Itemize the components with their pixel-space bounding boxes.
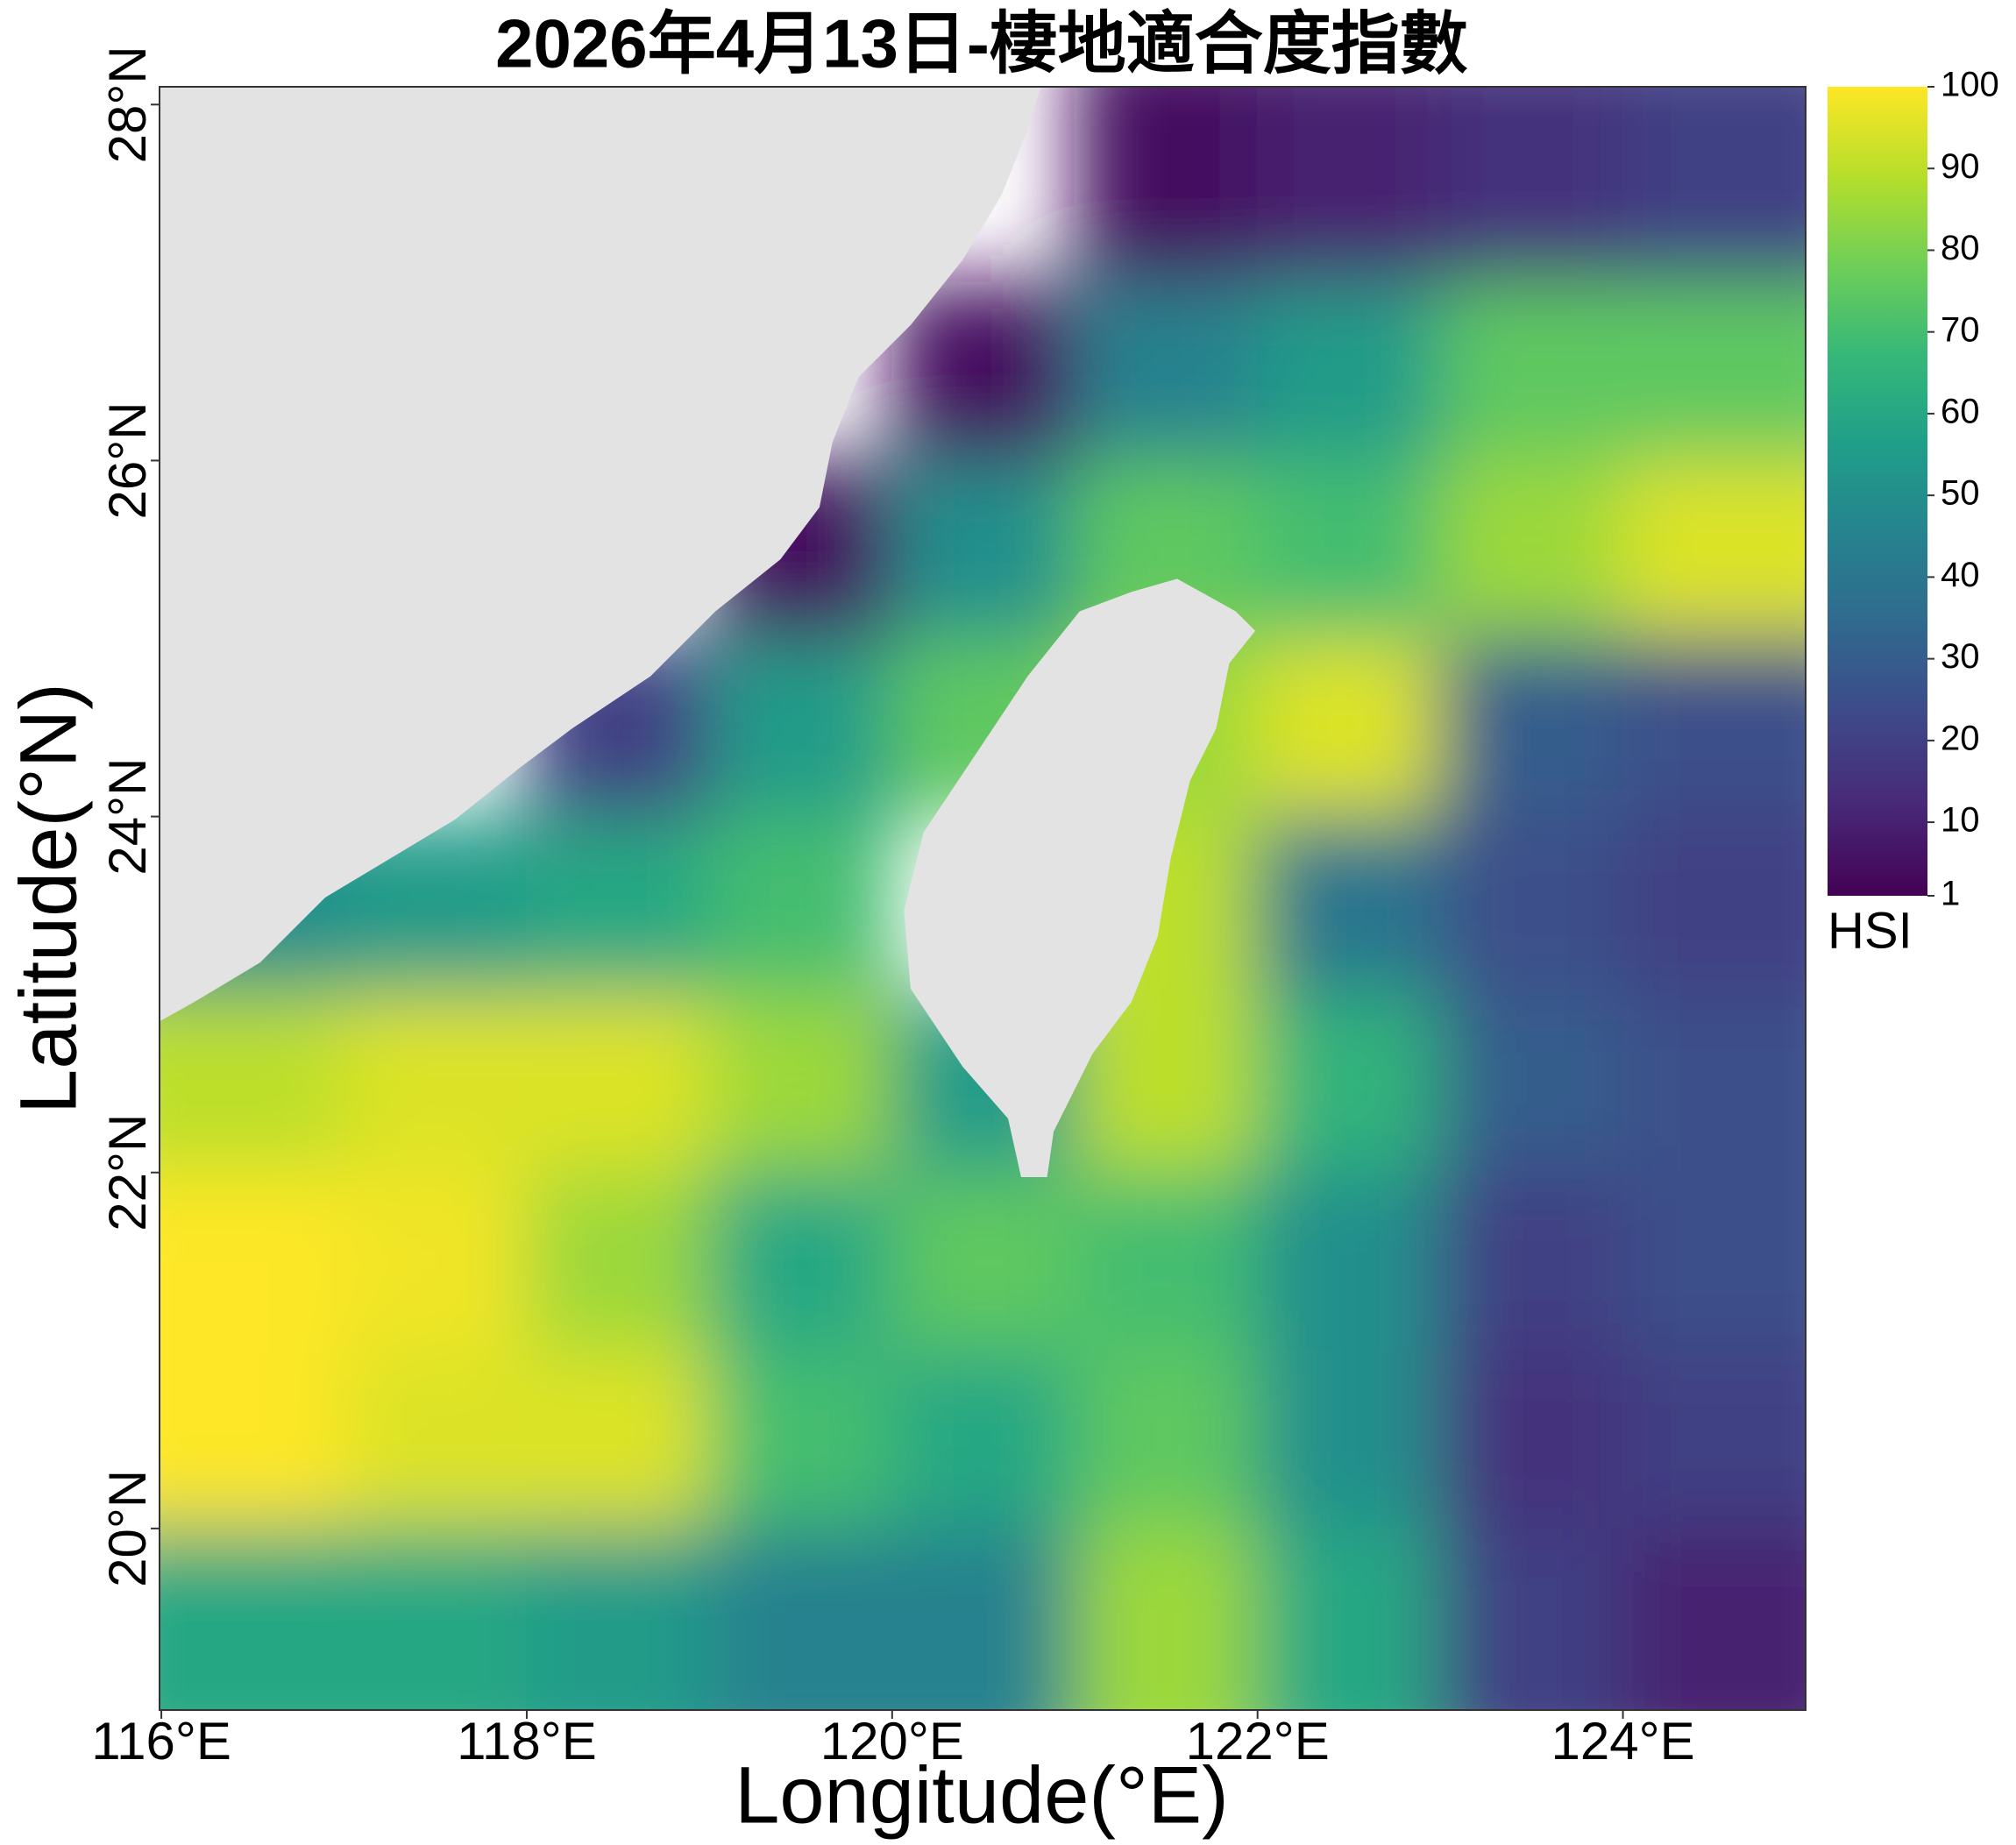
hsi-cell: [1439, 87, 1624, 284]
hsi-cell: [1256, 815, 1442, 996]
land: [160, 87, 1256, 1178]
hsi-cell: [1256, 637, 1442, 818]
hsi-cell: [525, 1527, 711, 1710]
taiwan: [904, 578, 1256, 1178]
hsi-cell: [1439, 1527, 1624, 1710]
china-coast: [160, 87, 1041, 1021]
hsi-cell: [1622, 281, 1806, 462]
hsi-cell: [525, 1171, 711, 1352]
colorbar-tick-label: 80: [1941, 229, 1980, 267]
hsi-cell: [1256, 281, 1442, 462]
hsi-cell: [1622, 1527, 1806, 1710]
x-tick-label: 118°E: [457, 1712, 597, 1770]
hsi-cell: [891, 1171, 1076, 1352]
hsi-cell: [891, 459, 1076, 640]
hsi-cell: [1256, 87, 1442, 284]
hsi-cell: [1439, 815, 1624, 996]
hsi-cell: [708, 993, 893, 1174]
hsi-cell: [160, 1349, 345, 1529]
hsi-cell: [1622, 993, 1806, 1174]
hsi-cell: [1256, 459, 1442, 640]
hsi-cell: [1256, 993, 1442, 1174]
chart-title: 2026年4月13日-棲地適合度指數: [495, 5, 1468, 82]
hsi-cell: [1256, 1171, 1442, 1352]
y-axis-label: Latitude(°N): [4, 683, 93, 1114]
y-tick-label: 26°N: [98, 401, 157, 519]
colorbar-tick-label: 30: [1941, 637, 1980, 676]
hsi-cell: [1622, 1349, 1806, 1529]
hsi-cell: [1439, 459, 1624, 640]
plot-frame: [159, 86, 1807, 1711]
hsi-cell: [343, 993, 528, 1174]
colorbar-tick-label: 100: [1941, 66, 1999, 104]
hsi-cell: [1074, 87, 1259, 284]
heat-layer: [160, 87, 1806, 1710]
colorbar-tick-label: 60: [1941, 392, 1980, 430]
y-tick-label: 20°N: [98, 1470, 157, 1587]
hsi-cell: [708, 1349, 893, 1529]
hsi-cell: [1622, 87, 1806, 284]
hsi-cell: [708, 815, 893, 996]
hsi-cell: [1074, 281, 1259, 462]
hsi-cell: [891, 1527, 1076, 1710]
hsi-cell: [1622, 637, 1806, 818]
hsi-cell: [1439, 993, 1624, 1174]
hsi-cell: [343, 1171, 528, 1352]
x-tick-label: 116°E: [91, 1712, 231, 1770]
hsi-cell: [1622, 815, 1806, 996]
hsi-cell: [525, 1349, 711, 1529]
colorbar-tick-label: 40: [1941, 556, 1980, 594]
hsi-cell: [1074, 1527, 1259, 1710]
hsi-cell: [343, 1349, 528, 1529]
hsi-cell: [891, 1349, 1076, 1529]
hsi-cell: [1256, 1527, 1442, 1710]
y-tick-label: 22°N: [98, 1114, 157, 1231]
hsi-cell: [708, 1171, 893, 1352]
x-tick-label: 120°E: [820, 1712, 964, 1770]
x-tick-label: 124°E: [1551, 1712, 1695, 1770]
x-axis-label: Longitude(°E): [735, 1750, 1229, 1840]
hsi-cell: [160, 993, 345, 1174]
hsi-cell: [1622, 459, 1806, 640]
hsi-cell: [1439, 1349, 1624, 1529]
y-tick-label: 24°N: [98, 758, 157, 876]
colorbar-tick-label: 90: [1941, 147, 1980, 186]
hsi-cell: [343, 1527, 528, 1710]
hsi-cell: [1439, 637, 1624, 818]
colorbar: [1828, 87, 1927, 896]
colorbar-tick-label: 70: [1941, 310, 1980, 349]
hsi-cell: [525, 993, 711, 1174]
colorbar-tick-label: 20: [1941, 719, 1980, 757]
hsi-cell: [160, 1171, 345, 1352]
hsi-cell: [1622, 1171, 1806, 1352]
hsi-cell: [708, 637, 893, 818]
colorbar-tick-label: 10: [1941, 801, 1980, 840]
hsi-cell: [1256, 1349, 1442, 1529]
hsi-cell: [1074, 1171, 1259, 1352]
hsi-cell: [525, 815, 711, 996]
x-tick-label: 122°E: [1186, 1712, 1330, 1770]
colorbar-label: HSI: [1828, 902, 1913, 959]
hsi-cell: [1074, 1349, 1259, 1529]
hsi-cell: [891, 281, 1076, 462]
hsi-cell: [1439, 1171, 1624, 1352]
hsi-cell: [160, 1527, 345, 1710]
hsi-cell: [1439, 281, 1624, 462]
hsi-cell: [708, 1527, 893, 1710]
colorbar-tick-label: 50: [1941, 474, 1980, 513]
y-tick-label: 28°N: [98, 46, 157, 163]
colorbar-tick-label: 1: [1941, 875, 1960, 913]
